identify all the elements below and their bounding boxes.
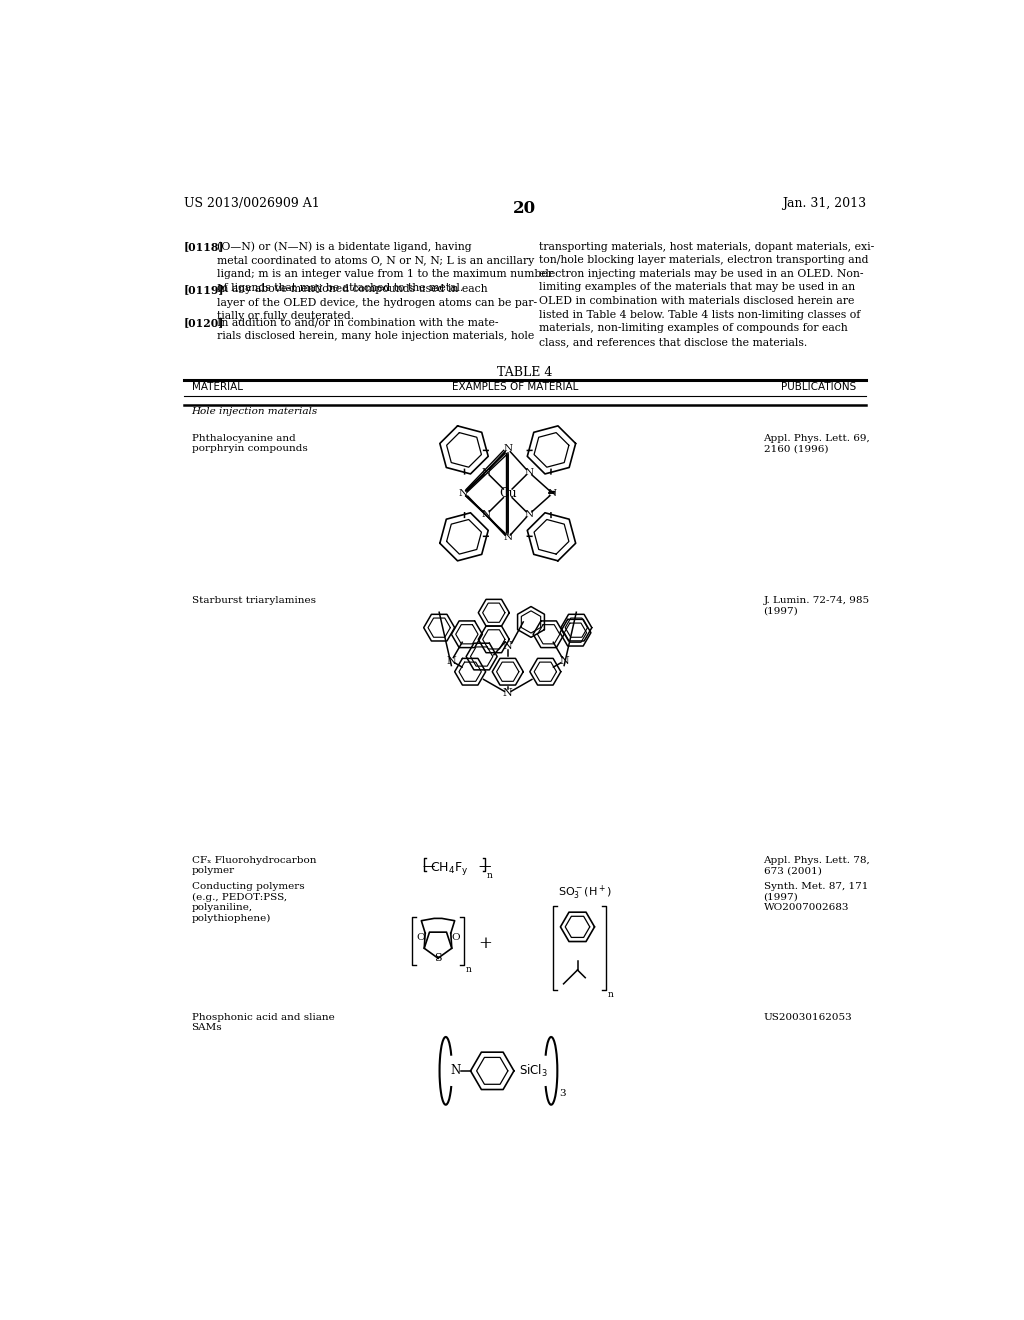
Text: S: S <box>434 953 441 964</box>
Text: n: n <box>466 965 472 974</box>
Text: N: N <box>482 510 492 519</box>
Text: N: N <box>559 656 569 665</box>
Text: EXAMPLES OF MATERIAL: EXAMPLES OF MATERIAL <box>453 383 579 392</box>
Text: N: N <box>503 688 513 698</box>
Text: TABLE 4: TABLE 4 <box>497 367 553 379</box>
Text: Conducting polymers
(e.g., PEDOT:PSS,
polyaniline,
polythiophene): Conducting polymers (e.g., PEDOT:PSS, po… <box>191 882 304 923</box>
Text: N: N <box>446 656 457 665</box>
Text: In addition to and/or in combination with the mate-
rials disclosed herein, many: In addition to and/or in combination wit… <box>217 318 535 341</box>
Text: Synth. Met. 87, 171
(1997)
WO2007002683: Synth. Met. 87, 171 (1997) WO2007002683 <box>764 882 868 912</box>
Text: N: N <box>482 467 492 477</box>
Text: N: N <box>548 488 557 498</box>
Text: Appl. Phys. Lett. 69,
2160 (1996): Appl. Phys. Lett. 69, 2160 (1996) <box>764 434 870 454</box>
Text: Phthalocyanine and
porphryin compounds: Phthalocyanine and porphryin compounds <box>191 434 307 454</box>
Text: Cu: Cu <box>499 487 516 500</box>
Text: SO$_3^-$(H$^+$): SO$_3^-$(H$^+$) <box>558 884 612 902</box>
Text: N: N <box>503 640 513 651</box>
Text: Phosphonic acid and sliane
SAMs: Phosphonic acid and sliane SAMs <box>191 1014 334 1032</box>
Text: [0120]: [0120] <box>183 318 224 329</box>
Text: N: N <box>503 445 512 453</box>
Text: O: O <box>416 932 425 941</box>
Text: N: N <box>459 488 468 498</box>
Text: N: N <box>524 510 534 519</box>
Text: [0119]: [0119] <box>183 284 224 296</box>
Text: O: O <box>452 932 460 941</box>
Text: US 2013/0026909 A1: US 2013/0026909 A1 <box>183 197 319 210</box>
Text: MATERIAL: MATERIAL <box>191 383 243 392</box>
Text: Appl. Phys. Lett. 78,
673 (2001): Appl. Phys. Lett. 78, 673 (2001) <box>764 855 870 875</box>
Text: Starburst triarylamines: Starburst triarylamines <box>191 595 315 605</box>
Text: J. Lumin. 72-74, 985
(1997): J. Lumin. 72-74, 985 (1997) <box>764 595 869 615</box>
Text: N: N <box>450 1064 460 1077</box>
Text: n: n <box>607 990 613 999</box>
Text: —: — <box>423 859 435 873</box>
Text: transporting materials, host materials, dopant materials, exi-
ton/hole blocking: transporting materials, host materials, … <box>539 242 874 347</box>
Text: [0118]: [0118] <box>183 242 224 252</box>
Text: +: + <box>478 936 493 952</box>
Text: PUBLICATIONS: PUBLICATIONS <box>781 383 856 392</box>
Text: N: N <box>503 533 512 543</box>
Text: $\mathrm{CH_4F_y}$: $\mathrm{CH_4F_y}$ <box>430 859 469 876</box>
Text: (O—N) or (N—N) is a bidentate ligand, having
metal coordinated to atoms O, N or : (O—N) or (N—N) is a bidentate ligand, ha… <box>217 242 553 293</box>
Text: N: N <box>524 467 534 477</box>
Text: Jan. 31, 2013: Jan. 31, 2013 <box>781 197 866 210</box>
Text: CFₓ Fluorohydrocarbon
polymer: CFₓ Fluorohydrocarbon polymer <box>191 855 316 875</box>
Text: n: n <box>486 871 493 879</box>
Text: In any above-mentioned compounds used in each
layer of the OLED device, the hydr: In any above-mentioned compounds used in… <box>217 284 538 321</box>
Text: 20: 20 <box>513 199 537 216</box>
Text: 3: 3 <box>559 1089 565 1098</box>
Text: $\mathrm{SiCl_3}$: $\mathrm{SiCl_3}$ <box>518 1063 548 1078</box>
Text: US20030162053: US20030162053 <box>764 1014 852 1022</box>
Text: —: — <box>478 859 490 873</box>
Text: Hole injection materials: Hole injection materials <box>191 407 317 416</box>
